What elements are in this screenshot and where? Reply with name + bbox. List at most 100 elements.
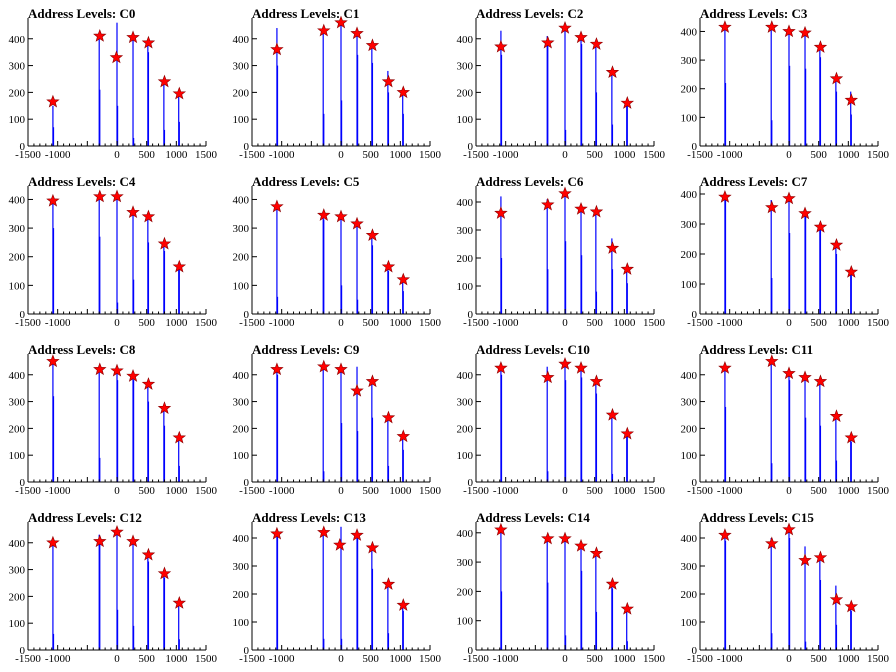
x-tick-label: 500: [810, 149, 827, 161]
histogram-bar: [340, 100, 343, 146]
peak-marker: [782, 522, 796, 536]
x-tick-label: 1500: [419, 149, 442, 161]
x-tick-label: -1500: [15, 653, 41, 665]
y-tick-label: 300: [681, 561, 698, 573]
histogram-bar: [564, 538, 566, 650]
peak-marker: [365, 540, 380, 554]
histogram-bar: [402, 291, 404, 314]
histogram-bar: [835, 414, 837, 482]
peak-marker: [381, 74, 396, 88]
histogram-bar: [626, 608, 628, 650]
x-tick-label: 0: [562, 653, 568, 665]
x-tick-label: 1500: [419, 317, 442, 329]
histogram-bar: [132, 537, 134, 650]
peak-marker: [782, 366, 796, 380]
histogram-bar: [595, 611, 598, 650]
x-tick-label: 0: [562, 485, 568, 497]
histogram-bar: [276, 65, 279, 146]
histogram-bar: [402, 449, 404, 482]
peak-marker: [396, 85, 411, 99]
y-tick-label: 0: [20, 141, 26, 153]
histogram-bar: [611, 588, 614, 650]
histogram-bar: [500, 196, 502, 314]
peak-marker: [829, 71, 844, 85]
peak-marker: [334, 15, 348, 29]
histogram-bar: [356, 366, 358, 482]
x-tick-label: 1500: [643, 317, 666, 329]
peak-marker: [317, 359, 331, 373]
histogram-bar: [132, 210, 134, 314]
chart-title: Address Levels: C8: [28, 342, 136, 357]
x-tick-label: -1000: [45, 485, 71, 497]
y-tick-label: 100: [9, 450, 26, 462]
peak-marker: [765, 536, 779, 550]
chart-title: Address Levels: C12: [28, 510, 142, 525]
histogram-bar: [322, 366, 324, 482]
y-tick-label: 0: [692, 645, 698, 657]
histogram-bar: [387, 92, 390, 146]
histogram-bar: [371, 245, 374, 314]
peak-marker: [396, 272, 411, 286]
peak-marker: [46, 535, 60, 549]
y-tick-label: 0: [468, 645, 474, 657]
chart-title: Address Levels: C11: [700, 342, 814, 357]
histogram-bar: [819, 57, 822, 147]
histogram-bar: [387, 582, 389, 650]
x-tick-label: 500: [138, 149, 155, 161]
histogram-bar: [626, 105, 628, 146]
chart-panel: Address Levels: C0 0 100 200 300 400 -1500 -100…: [0, 0, 224, 168]
histogram-bar: [116, 22, 118, 146]
chart-panel: Address Levels: C11 0 100 200 300 400 -1500 -10…: [672, 336, 896, 504]
histogram-bar: [850, 114, 852, 146]
peak-marker: [558, 531, 572, 545]
peak-marker: [574, 361, 588, 374]
y-tick-label: 100: [457, 616, 474, 628]
histogram-bar: [819, 554, 821, 650]
chart-plot: 0 100 200 300 400 -1500 -1000 0 500 1000 1500: [681, 522, 890, 665]
chart-plot: 0 100 200 300 400 -1500 -1000 0 500 1000 1500: [9, 186, 218, 329]
x-tick-label: 0: [114, 317, 120, 329]
peak-marker: [718, 528, 732, 541]
histogram-bar: [132, 38, 134, 146]
x-tick-label: 1500: [419, 485, 442, 497]
peak-marker: [141, 35, 156, 49]
peak-marker: [141, 377, 156, 390]
histogram-bar: [340, 638, 343, 650]
histogram-bar: [178, 601, 180, 650]
histogram-bar: [133, 380, 135, 482]
peak-marker: [270, 42, 284, 56]
histogram-bar: [163, 577, 166, 650]
histogram-bar: [564, 635, 567, 650]
y-tick-label: 300: [457, 61, 474, 73]
x-tick-label: 500: [586, 149, 603, 161]
histogram-bar: [147, 52, 150, 146]
y-tick-label: 200: [9, 87, 26, 99]
chart-title: Address Levels: C14: [476, 510, 590, 525]
peak-marker: [829, 409, 844, 423]
peak-marker: [620, 262, 635, 275]
peak-marker: [765, 200, 779, 214]
histogram-bar: [500, 529, 502, 650]
y-tick-label: 100: [233, 114, 250, 126]
chart-plot: 0 100 200 300 400 -1500 -1000 0 500 1000 1500: [9, 18, 218, 161]
chart-plot: 0 100 200 300 400 -1500 -1000 0 500 1000 1500: [681, 186, 890, 329]
histogram-bar: [724, 83, 727, 146]
histogram-bar: [323, 638, 325, 650]
y-tick-label: 200: [457, 423, 474, 435]
x-tick-label: 1500: [419, 653, 442, 665]
histogram-bar: [564, 25, 566, 146]
x-tick-label: 1500: [867, 485, 890, 497]
chart-plot: 0 100 200 300 400 -1500 -1000 0 500 1000 1500: [457, 354, 666, 497]
x-tick-label: -1500: [239, 149, 265, 161]
peak-marker: [798, 553, 812, 567]
histogram-bar: [500, 258, 503, 314]
y-tick-label: 0: [20, 645, 26, 657]
histogram-bar: [116, 196, 118, 314]
peak-marker: [126, 534, 140, 548]
peak-marker: [381, 577, 396, 590]
x-tick-label: 500: [362, 149, 379, 161]
histogram-bar: [547, 44, 549, 146]
y-tick-label: 300: [233, 397, 250, 409]
peak-marker: [605, 241, 620, 254]
x-tick-label: -1000: [269, 317, 295, 329]
